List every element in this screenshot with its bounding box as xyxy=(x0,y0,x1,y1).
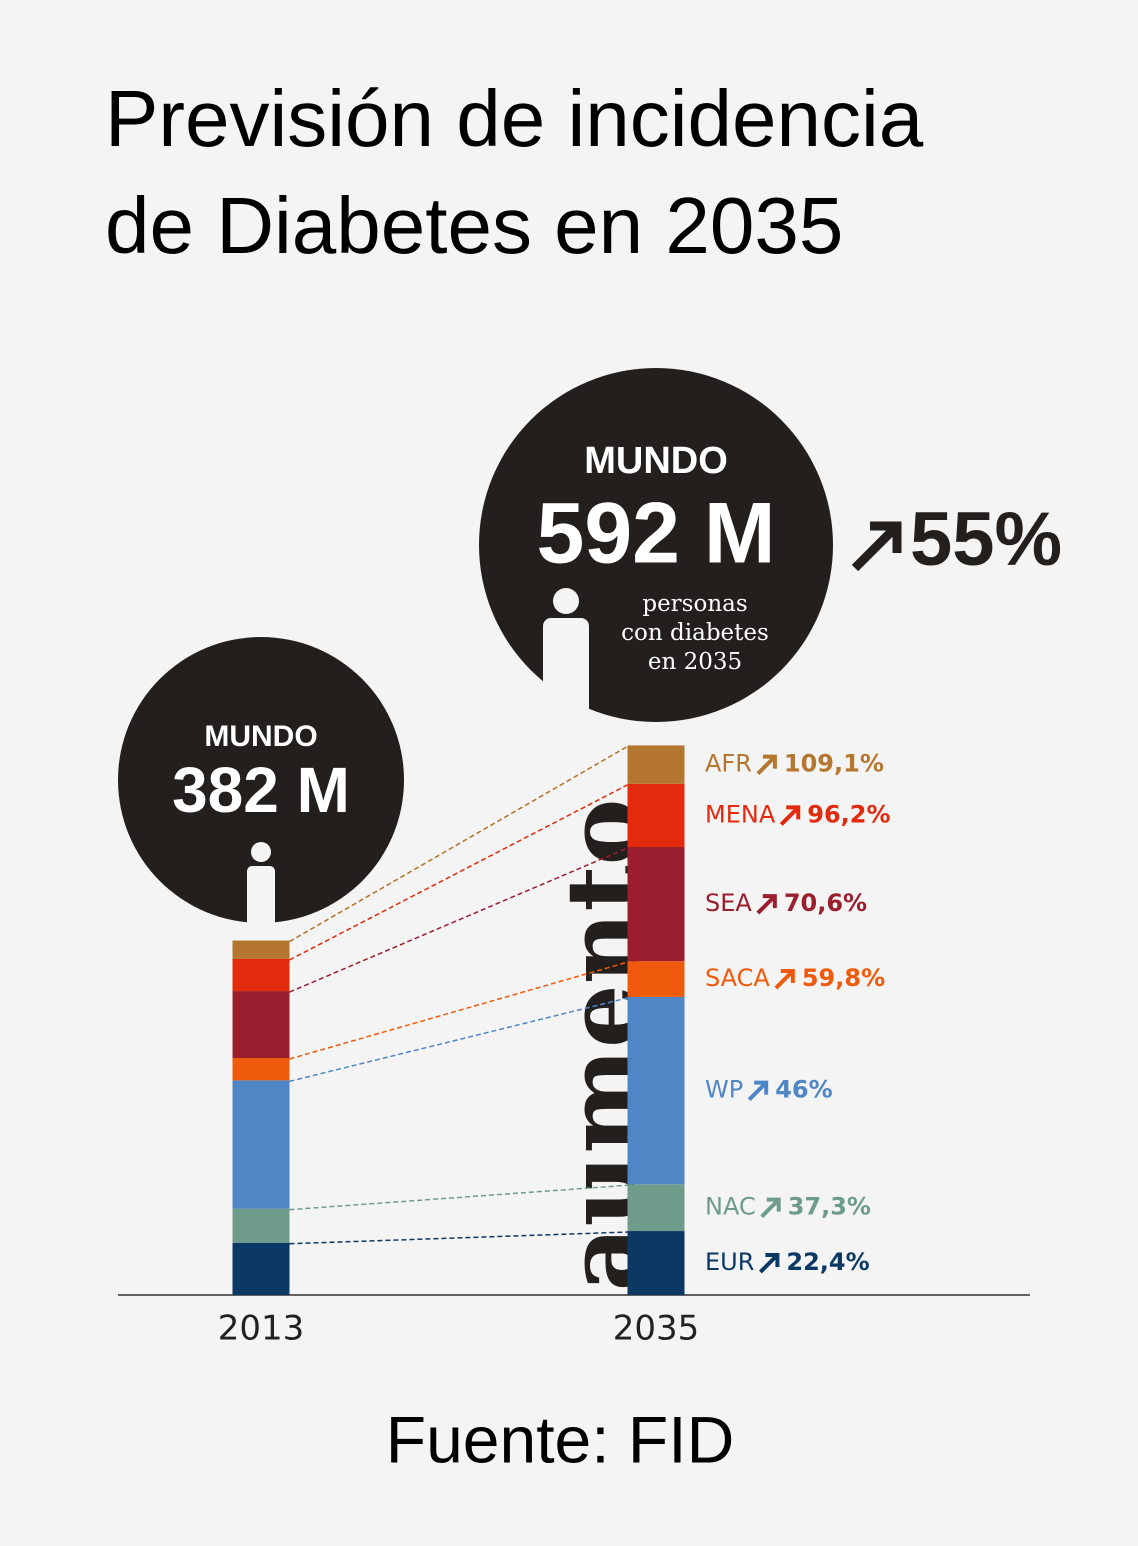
bar-segment xyxy=(232,991,290,1058)
segment-change: 70,6% xyxy=(784,889,867,917)
person-icon xyxy=(553,588,579,614)
segment-change: 59,8% xyxy=(802,964,885,992)
total-caption: personas xyxy=(642,591,747,617)
arrow-icon xyxy=(779,805,801,826)
segment-change: 109,1% xyxy=(784,750,884,778)
bar-segment xyxy=(627,1184,685,1232)
bar-segment xyxy=(627,745,685,784)
total-caption: en 2035 xyxy=(648,649,742,675)
segment-name: EUR xyxy=(705,1248,754,1276)
circle-heading: MUNDO xyxy=(204,720,317,753)
bar-segment xyxy=(232,958,290,992)
total-label: 382 M xyxy=(172,754,350,826)
bar-segment xyxy=(232,1080,290,1209)
source: Fuente: FID xyxy=(386,1402,734,1476)
bar-segment xyxy=(232,1242,290,1295)
person-icon xyxy=(543,618,589,718)
bar-segment xyxy=(627,783,685,847)
connector xyxy=(289,997,628,1083)
circle-heading: MUNDO xyxy=(584,440,728,482)
person-icon xyxy=(251,842,271,862)
connector xyxy=(289,961,628,1060)
segment-name: AFR xyxy=(705,750,752,778)
connector xyxy=(289,847,628,993)
total-label: 592 M xyxy=(536,486,775,582)
arrow-icon xyxy=(756,894,777,915)
segment-label: SACA 59,8% xyxy=(705,964,885,992)
segment-label: EUR 22,4% xyxy=(705,1248,870,1276)
title-line: de Diabetes en 2035 xyxy=(105,181,843,270)
bar-segment xyxy=(627,846,685,962)
segment-label: NAC 37,3% xyxy=(705,1193,871,1221)
connector xyxy=(289,1231,628,1245)
segment-label: AFR 109,1% xyxy=(705,750,884,778)
arrow-icon xyxy=(756,754,777,776)
bar-segment xyxy=(232,1208,290,1243)
arrow-icon xyxy=(851,521,902,572)
arrow-icon xyxy=(758,1253,780,1274)
segment-change: 22,4% xyxy=(786,1248,869,1276)
segment-label: MENA 96,2% xyxy=(705,800,891,828)
segment-change: 96,2% xyxy=(807,800,890,828)
arrow-icon xyxy=(747,1080,769,1101)
total-change: 55% xyxy=(910,497,1062,582)
segment-name: SACA xyxy=(705,964,770,992)
bar-segment xyxy=(627,1231,685,1295)
bar-segment xyxy=(627,996,685,1185)
segment-name: WP xyxy=(705,1076,743,1104)
segment-change: 46% xyxy=(775,1076,832,1104)
person-icon xyxy=(247,866,275,940)
segment-name: MENA xyxy=(705,800,776,828)
segment-label: WP 46% xyxy=(705,1076,833,1104)
bar-segment xyxy=(232,940,290,959)
connector xyxy=(289,1184,628,1211)
segment-name: NAC xyxy=(705,1193,756,1221)
arrow-icon xyxy=(760,1197,781,1219)
total-caption: con diabetes xyxy=(621,620,769,646)
segment-label: SEA 70,6% xyxy=(705,889,867,917)
bar-segment xyxy=(627,961,685,997)
x-tick-label: 2035 xyxy=(613,1309,700,1349)
x-tick-label: 2013 xyxy=(218,1309,305,1349)
connector xyxy=(289,745,628,943)
segment-change: 37,3% xyxy=(788,1193,871,1221)
segment-name: SEA xyxy=(705,889,752,917)
arrow-icon xyxy=(774,969,795,990)
title-line: Previsión de incidencia xyxy=(105,74,924,163)
bar-segment xyxy=(232,1057,290,1081)
total-circle xyxy=(118,637,404,923)
